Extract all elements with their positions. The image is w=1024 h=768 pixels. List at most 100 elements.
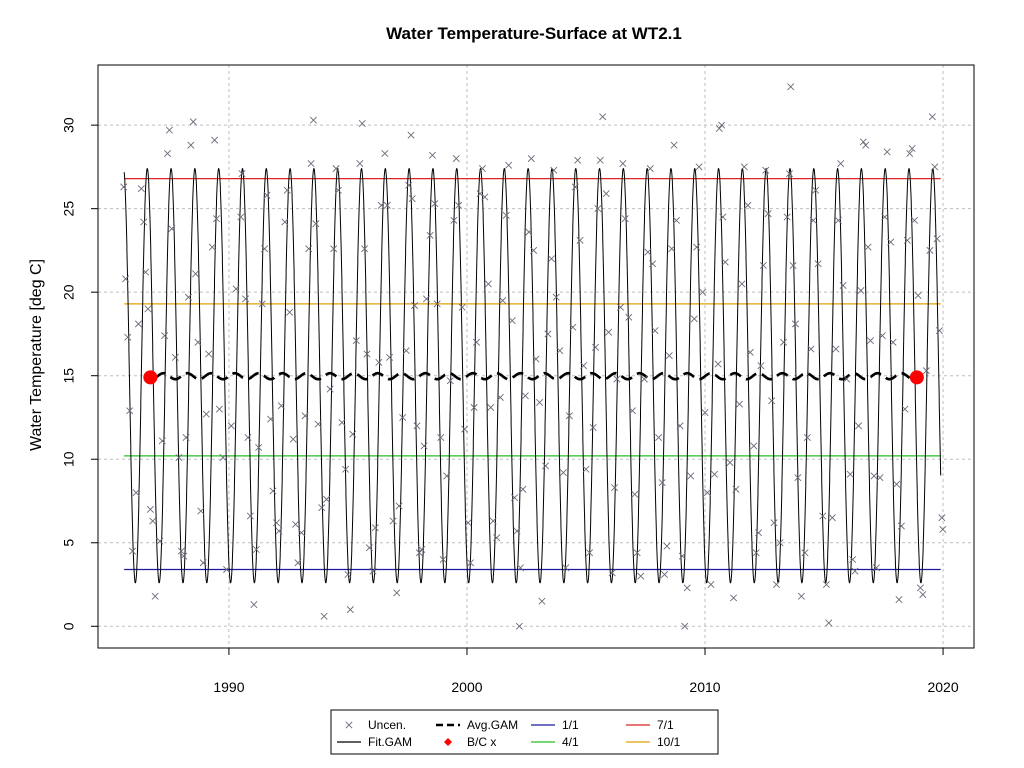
uncensored-point — [320, 612, 328, 620]
uncensored-point — [797, 592, 805, 600]
uncensored-point — [801, 549, 809, 557]
uncensored-point — [552, 293, 560, 301]
uncensored-point — [580, 362, 588, 370]
uncensored-point — [122, 275, 130, 283]
uncensored-point — [177, 547, 185, 555]
uncensored-point — [499, 297, 507, 305]
uncensored-point — [746, 348, 754, 356]
uncensored-point — [569, 323, 577, 331]
uncensored-point — [855, 422, 863, 430]
uncensored-point — [901, 405, 909, 413]
uncensored-point — [237, 213, 245, 221]
uncensored-point — [525, 228, 533, 236]
uncensored-point — [189, 118, 197, 126]
legend-box — [330, 709, 719, 755]
uncensored-point — [849, 555, 857, 563]
uncensored-point — [602, 190, 610, 198]
uncensored-point — [168, 225, 176, 233]
uncensored-point — [275, 527, 283, 535]
uncensored-point — [661, 570, 669, 579]
uncensored-point — [458, 303, 466, 311]
uncensored-point — [837, 160, 845, 168]
uncensored-point — [926, 246, 934, 254]
avg-gam-series — [154, 371, 911, 381]
uncensored-point — [933, 235, 941, 243]
uncensored-point — [596, 156, 604, 164]
uncensored-point — [184, 293, 192, 301]
uncensored-point — [757, 362, 765, 370]
uncensored-point — [431, 200, 439, 208]
uncensored-point — [515, 622, 523, 630]
uncensored-point — [151, 592, 159, 600]
uncensored-point — [764, 210, 772, 218]
uncensored-point — [330, 245, 338, 253]
uncensored-point — [872, 564, 880, 572]
uncensored-point — [582, 465, 590, 473]
uncensored-point — [605, 328, 613, 336]
uncensored-point — [369, 567, 377, 575]
uncensored-point — [589, 423, 597, 432]
uncensored-point — [935, 327, 944, 335]
uncensored-point — [513, 527, 521, 535]
uncensored-point — [415, 549, 423, 557]
uncensored-point — [144, 305, 152, 313]
uncensored-point — [908, 145, 916, 153]
uncensored-point — [787, 83, 795, 91]
uncensored-point — [386, 353, 394, 361]
uncensored-point — [261, 245, 269, 253]
uncensored-point — [443, 472, 451, 480]
uncensored-point — [870, 472, 878, 480]
bc-point — [143, 370, 158, 385]
uncensored-point — [426, 231, 434, 239]
uncensored-point — [156, 537, 164, 545]
uncensored-point — [859, 138, 867, 146]
uncensored-point — [411, 302, 419, 310]
uncensored-point — [768, 397, 776, 405]
uncensored-point — [314, 420, 322, 428]
legend-item-jul: 7/1 — [626, 718, 674, 732]
uncensored-point — [255, 444, 263, 452]
uncensored-point — [594, 205, 602, 213]
uncensored-point — [455, 201, 463, 209]
uncensored-point — [399, 413, 407, 421]
uncensored-point — [428, 151, 436, 159]
uncensored-point — [591, 343, 600, 351]
uncensored-point — [286, 308, 294, 316]
uncensored-point — [759, 261, 767, 269]
uncensored-point — [470, 403, 478, 411]
uncensored-point — [142, 268, 150, 276]
uncensored-point — [476, 190, 484, 198]
uncensored-point — [640, 375, 648, 383]
uncensored-point — [931, 163, 939, 171]
uncensored-point — [547, 255, 555, 263]
uncensored-point — [783, 213, 791, 221]
uncensored-point — [530, 246, 538, 254]
uncensored-point — [332, 165, 340, 173]
uncensored-point — [487, 403, 495, 411]
uncensored-point — [356, 160, 364, 168]
uncensored-point — [205, 350, 213, 358]
uncensored-point — [668, 245, 676, 253]
grid — [98, 65, 974, 648]
uncensored-point — [658, 479, 666, 487]
uncensored-point — [508, 317, 516, 325]
uncensored-points — [120, 83, 947, 630]
uncensored-point — [939, 525, 947, 533]
uncensored-point — [120, 183, 128, 191]
uncensored-point — [906, 150, 914, 158]
uncensored-point — [124, 333, 132, 341]
uncensored-point — [683, 584, 691, 592]
uncensored-point — [670, 141, 678, 149]
uncensored-point — [393, 589, 401, 597]
uncensored-point — [263, 191, 271, 199]
uncensored-point — [903, 236, 911, 244]
uncensored-point — [616, 303, 625, 311]
uncensored-point — [726, 459, 734, 467]
uncensored-point — [149, 517, 157, 525]
uncensored-point — [484, 280, 492, 288]
uncensored-point — [208, 243, 216, 251]
uncensored-point — [238, 170, 246, 178]
legend-label: Fit.GAM — [368, 735, 412, 749]
uncensored-point — [785, 170, 794, 178]
